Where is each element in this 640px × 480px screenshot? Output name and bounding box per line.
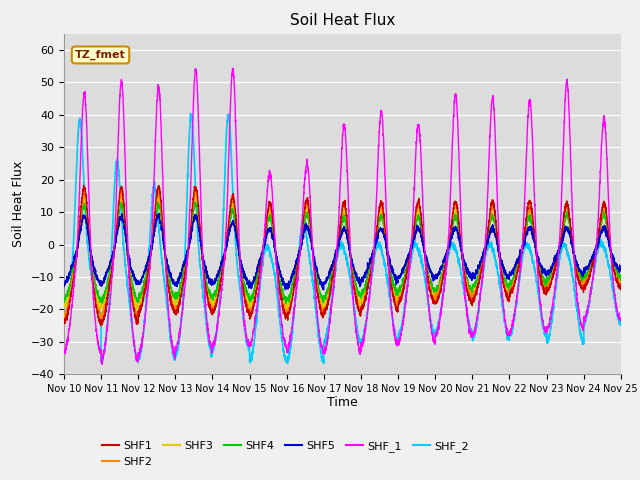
SHF5 <box>397 273 404 278</box>
SHF_1 <box>617 317 625 323</box>
X-axis label: Time: Time <box>327 396 358 408</box>
SHF_1 <box>564 87 572 93</box>
SHF4 <box>617 273 625 279</box>
SHF_1 <box>216 304 223 310</box>
SHF3 <box>617 277 625 283</box>
SHF4 <box>282 300 289 306</box>
SHF3 <box>397 291 404 297</box>
Line: SHF_2: SHF_2 <box>64 113 621 363</box>
Line: SHF2: SHF2 <box>64 190 621 318</box>
SHF4 <box>617 277 625 283</box>
SHF_2 <box>564 252 572 257</box>
SHF4 <box>60 300 68 305</box>
SHF_1 <box>228 65 236 71</box>
SHF3 <box>407 252 415 258</box>
SHF1 <box>407 250 415 255</box>
SHF3 <box>216 279 223 285</box>
SHF_1 <box>407 251 415 256</box>
SHF1 <box>97 323 104 328</box>
SHF4 <box>154 199 162 205</box>
SHF_2 <box>407 260 415 266</box>
SHF1 <box>60 317 68 323</box>
SHF1 <box>617 282 625 288</box>
SHF5 <box>155 211 163 216</box>
SHF1 <box>80 182 88 188</box>
SHF4 <box>407 250 415 256</box>
SHF_2 <box>617 318 625 324</box>
SHF3 <box>617 278 625 284</box>
SHF_1 <box>397 332 404 338</box>
SHF2 <box>407 249 415 254</box>
SHF5 <box>564 225 572 230</box>
SHF3 <box>60 303 68 309</box>
SHF_2 <box>179 287 187 292</box>
SHF5 <box>617 267 625 273</box>
SHF3 <box>564 211 572 217</box>
SHF2 <box>216 279 223 285</box>
SHF5 <box>60 281 68 287</box>
SHF1 <box>216 287 223 292</box>
SHF2 <box>118 187 125 193</box>
SHF2 <box>180 276 188 282</box>
SHF_2 <box>60 314 68 320</box>
SHF_1 <box>617 317 625 323</box>
Line: SHF_1: SHF_1 <box>64 68 621 364</box>
SHF5 <box>180 264 188 269</box>
SHF4 <box>564 215 572 220</box>
SHF2 <box>97 315 105 321</box>
SHF4 <box>216 276 223 282</box>
Y-axis label: Soil Heat Flux: Soil Heat Flux <box>12 161 25 247</box>
SHF2 <box>564 207 572 213</box>
SHF3 <box>96 308 104 313</box>
SHF1 <box>564 203 572 208</box>
Line: SHF5: SHF5 <box>64 214 621 290</box>
SHF_2 <box>617 320 625 325</box>
SHF_1 <box>60 349 68 355</box>
Title: Soil Heat Flux: Soil Heat Flux <box>290 13 395 28</box>
SHF5 <box>407 248 415 254</box>
SHF5 <box>617 268 625 274</box>
Text: TZ_fmet: TZ_fmet <box>75 50 126 60</box>
SHF_2 <box>187 110 195 116</box>
Line: SHF1: SHF1 <box>64 185 621 325</box>
SHF2 <box>397 292 404 298</box>
SHF2 <box>617 281 625 287</box>
SHF2 <box>617 283 625 288</box>
SHF_1 <box>98 361 106 367</box>
Legend: SHF1, SHF2, SHF3, SHF4, SHF5, SHF_1, SHF_2: SHF1, SHF2, SHF3, SHF4, SHF5, SHF_1, SHF… <box>97 437 474 471</box>
SHF1 <box>397 296 404 302</box>
SHF5 <box>216 264 223 270</box>
SHF_1 <box>180 298 188 304</box>
SHF1 <box>180 278 188 284</box>
SHF4 <box>180 273 188 278</box>
SHF1 <box>617 284 625 289</box>
Line: SHF3: SHF3 <box>64 194 621 311</box>
SHF3 <box>180 274 188 280</box>
SHF2 <box>60 312 68 318</box>
Line: SHF4: SHF4 <box>64 202 621 303</box>
SHF_2 <box>397 328 404 334</box>
SHF_2 <box>284 360 291 366</box>
SHF5 <box>320 287 328 293</box>
SHF4 <box>397 283 404 288</box>
SHF3 <box>191 192 199 197</box>
SHF_2 <box>216 295 223 300</box>
